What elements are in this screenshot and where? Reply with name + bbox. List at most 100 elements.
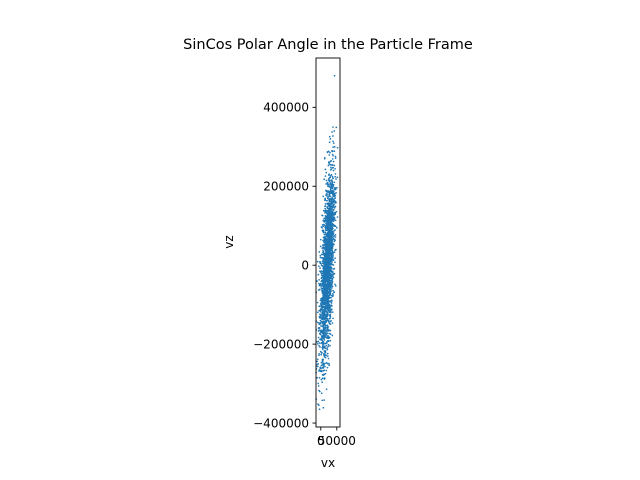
scatter-point <box>328 362 330 365</box>
scatter-point <box>332 237 335 240</box>
scatter-point <box>326 190 329 193</box>
scatter-point <box>324 353 327 356</box>
scatter-point <box>316 260 319 263</box>
scatter-point <box>321 223 324 226</box>
scatter-point <box>320 305 323 307</box>
scatter-point <box>323 311 326 314</box>
scatter-point <box>334 155 337 158</box>
scatter-point <box>335 187 337 189</box>
scatter-point <box>327 254 330 257</box>
scatter-point <box>319 267 321 269</box>
scatter-point <box>321 316 324 319</box>
y-tick-label: 200000 <box>263 180 309 194</box>
scatter-point <box>324 324 326 327</box>
scatter-point <box>331 158 334 160</box>
scatter-point <box>328 241 331 244</box>
scatter-point <box>328 203 331 205</box>
scatter-point <box>324 231 327 234</box>
scatter-point <box>326 347 329 349</box>
scatter-point <box>322 209 325 212</box>
scatter-point <box>333 150 336 152</box>
scatter-point <box>329 138 332 140</box>
scatter-point <box>333 207 336 209</box>
scatter-point <box>336 216 339 218</box>
chart-title: SinCos Polar Angle in the Particle Frame <box>183 37 473 53</box>
scatter-point <box>330 244 333 246</box>
scatter-point <box>332 160 335 163</box>
scatter-point <box>319 314 322 316</box>
scatter-point <box>328 141 331 144</box>
scatter-point <box>333 193 335 196</box>
scatter-point <box>318 332 321 335</box>
scatter-point <box>320 303 322 306</box>
scatter-point <box>333 238 336 241</box>
scatter-point <box>327 280 330 283</box>
scatter-point <box>323 320 325 323</box>
scatter-point <box>334 261 336 264</box>
scatter-point <box>331 175 334 178</box>
scatter-point <box>323 305 325 308</box>
scatter-point <box>327 196 329 199</box>
scatter-point <box>321 399 324 402</box>
scatter-point <box>322 301 324 304</box>
scatter-point <box>326 366 329 369</box>
scatter-point <box>327 343 330 346</box>
scatter-point <box>326 265 328 268</box>
scatter-point <box>325 388 328 391</box>
scatter-point <box>324 205 327 207</box>
scatter-point <box>321 360 324 363</box>
scatter-point <box>323 178 326 181</box>
scatter-point <box>329 259 332 262</box>
scatter-point <box>326 202 329 205</box>
scatter-point <box>327 161 330 164</box>
scatter-point <box>321 377 324 380</box>
scatter-point <box>331 183 334 186</box>
scatter-point <box>327 249 330 252</box>
scatter-point <box>324 218 327 220</box>
scatter-point <box>326 267 329 269</box>
scatter-point <box>327 267 330 269</box>
scatter-point <box>329 311 332 314</box>
scatter-point <box>322 225 325 228</box>
scatter-point <box>333 230 335 232</box>
scatter-point <box>323 292 325 295</box>
scatter-point <box>331 210 334 213</box>
scatter-point <box>330 237 333 239</box>
scatter-point <box>328 322 331 325</box>
scatter-point <box>318 261 321 263</box>
scatter-point <box>327 260 330 263</box>
scatter-point <box>320 370 323 373</box>
scatter-point <box>333 291 335 293</box>
scatter-point <box>329 300 332 303</box>
scatter-point <box>332 273 335 275</box>
scatter-point <box>322 294 325 297</box>
scatter-point <box>330 166 332 169</box>
scatter-point <box>324 281 327 283</box>
scatter-point <box>319 346 321 348</box>
scatter-point <box>324 175 327 177</box>
scatter-point <box>328 174 330 177</box>
scatter-point <box>329 212 331 215</box>
scatter-point <box>327 276 329 279</box>
scatter-point <box>329 233 332 236</box>
scatter-point <box>326 312 329 315</box>
scatter-point <box>329 292 332 295</box>
scatter-point <box>332 140 334 143</box>
scatter-point <box>329 215 332 218</box>
scatter-point <box>316 301 319 304</box>
scatter-point <box>330 220 333 223</box>
scatter-point <box>321 306 324 309</box>
scatter-point <box>324 351 327 354</box>
scatter-point <box>318 354 320 357</box>
scatter-point <box>325 329 328 331</box>
scatter-point <box>332 259 335 261</box>
scatter-point <box>335 226 338 229</box>
scatter-point <box>324 265 327 267</box>
scatter-point <box>331 196 333 199</box>
scatter-point <box>323 156 326 159</box>
scatter-point <box>329 231 332 233</box>
scatter-point <box>333 74 336 77</box>
scatter-point <box>327 339 329 342</box>
scatter-point <box>327 191 330 194</box>
scatter-point <box>334 285 337 287</box>
